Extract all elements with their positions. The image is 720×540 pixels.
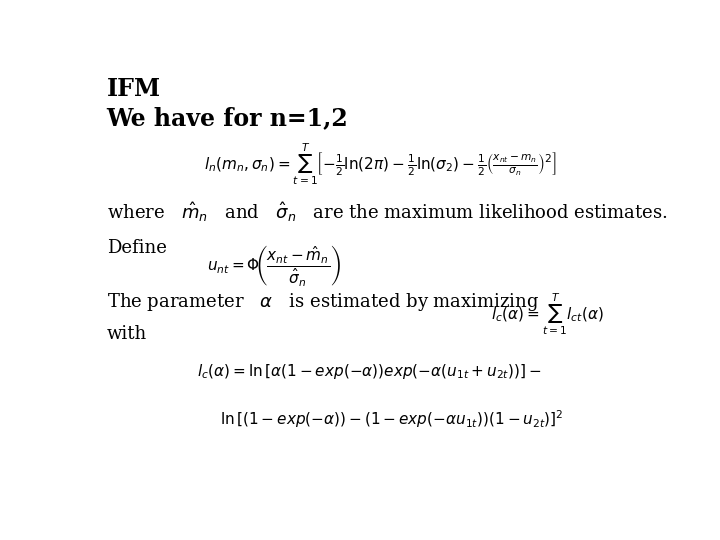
Text: $\ln \left[(1 - exp(-\alpha)) - (1 - exp(-\alpha u_{1t}))(1 - u_{2t})\right]^2$: $\ln \left[(1 - exp(-\alpha)) - (1 - exp… <box>220 408 563 429</box>
Text: IFM: IFM <box>107 77 161 102</box>
Text: where   $\hat{m}_n$   and   $\hat{\sigma}_n$   are the maximum likelihood estima: where $\hat{m}_n$ and $\hat{\sigma}_n$ a… <box>107 200 667 224</box>
Text: $u_{nt} = \Phi\!\left(\dfrac{x_{nt} - \hat{m}_n}{\hat{\sigma}_n}\right)$: $u_{nt} = \Phi\!\left(\dfrac{x_{nt} - \h… <box>207 243 341 288</box>
Text: The parameter   $\alpha$   is estimated by maximizing: The parameter $\alpha$ is estimated by m… <box>107 292 539 313</box>
Text: $l_c(\alpha) = \sum_{t=1}^{T} l_{ct}(\alpha)$: $l_c(\alpha) = \sum_{t=1}^{T} l_{ct}(\al… <box>491 292 604 337</box>
Text: We have for n=1,2: We have for n=1,2 <box>107 106 348 130</box>
Text: $l_c(\alpha) = \ln \left[\alpha(1 - exp(-\alpha))exp(-\alpha(u_{1t} + u_{2t}))\r: $l_c(\alpha) = \ln \left[\alpha(1 - exp(… <box>197 362 541 381</box>
Text: $l_n(m_n, \sigma_n) = \sum_{t=1}^{T} \left[ -\frac{1}{2} \ln(2\pi) - \frac{1}{2}: $l_n(m_n, \sigma_n) = \sum_{t=1}^{T} \le… <box>204 141 557 187</box>
Text: Define: Define <box>107 239 166 258</box>
Text: with: with <box>107 325 147 343</box>
